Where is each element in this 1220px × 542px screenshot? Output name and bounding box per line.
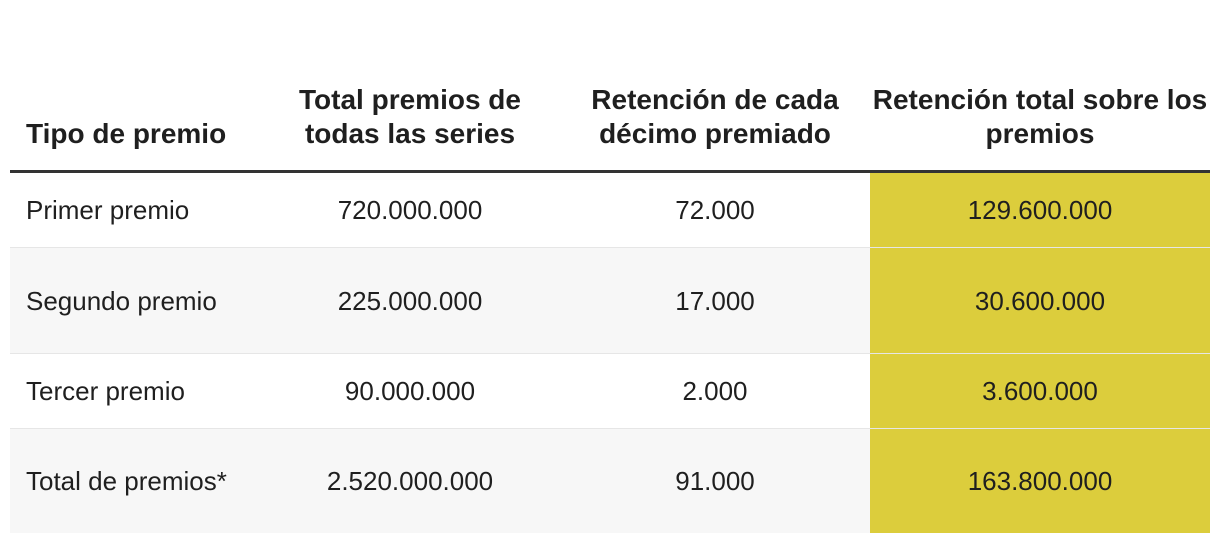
table-row: Segundo premio 225.000.000 17.000 30.600… (10, 248, 1210, 354)
table-header: Tipo de premio Total premios de todas la… (10, 0, 1210, 173)
retencion-decimo-cell: 17.000 (675, 285, 755, 316)
retencion-total-cell: 163.800.000 (870, 429, 1210, 533)
retencion-total-cell: 30.600.000 (870, 248, 1210, 353)
prize-retention-table: Tipo de premio Total premios de todas la… (10, 0, 1210, 533)
total-premios-cell: 225.000.000 (337, 285, 483, 316)
total-premios-cell: 2.520.000.000 (326, 466, 494, 496)
table-row: Tercer premio 90.000.000 2.000 3.600.000 (10, 354, 1210, 429)
row-label-cell: Tercer premio (26, 376, 185, 406)
retencion-decimo-cell: 2.000 (682, 376, 748, 406)
table-row: Total de premios* 2.520.000.000 91.000 1… (10, 429, 1210, 533)
retencion-total-cell: 3.600.000 (870, 354, 1210, 428)
row-label-cell: Total de premios* (26, 466, 227, 496)
total-premios-cell: 720.000.000 (337, 195, 483, 225)
table-row: Primer premio 720.000.000 72.000 129.600… (10, 173, 1210, 248)
column-header-retencion-total: Retención total sobre los premios (872, 84, 1208, 149)
retencion-decimo-cell: 91.000 (675, 466, 755, 496)
column-header-total-premios: Total premios de todas las series (299, 84, 521, 149)
column-header-retencion-decimo: Retención de cada décimo premiado (591, 84, 839, 149)
retencion-total-cell: 129.600.000 (870, 173, 1210, 247)
total-premios-cell: 90.000.000 (344, 376, 476, 406)
row-label-cell: Primer premio (26, 195, 190, 225)
row-label-cell: Segundo premio (26, 285, 217, 316)
retencion-decimo-cell: 72.000 (675, 195, 755, 225)
column-header-tipo-de-premio: Tipo de premio (26, 118, 227, 149)
